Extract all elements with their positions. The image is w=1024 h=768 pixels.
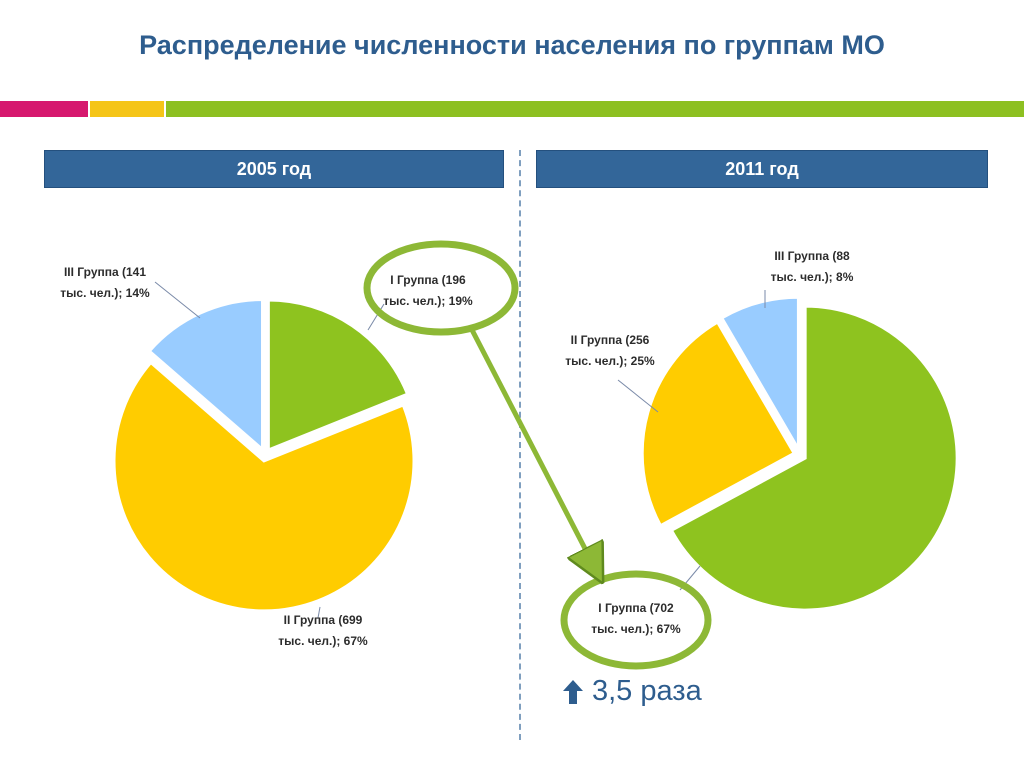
- pie-2011-label-group3: III Группа (88 тыс. чел.); 8%: [770, 249, 854, 284]
- pie-2005-label-group3: III Группа (141 тыс. чел.); 14%: [60, 265, 150, 300]
- pie-2011-slice-group1: [669, 304, 959, 612]
- pie-2011-label-group2: II Группа (256 тыс. чел.); 25%: [565, 333, 655, 368]
- pie-2011-slice-group2: [640, 320, 797, 528]
- pie-2005: [112, 298, 416, 613]
- growth-note-text: 3,5 раза: [592, 675, 702, 707]
- highlight-ellipse-2005-group1: [363, 240, 519, 336]
- stripe-green: [166, 101, 1024, 117]
- highlight-ellipse-2011-group1: [560, 570, 712, 670]
- pie-2011-slice-group3: [719, 295, 800, 455]
- pie-2005-label-group2: II Группа (699 тыс. чел.); 67%: [278, 613, 368, 648]
- pie-2005-slice-group3: [147, 298, 265, 453]
- arrow-up-icon: [563, 679, 583, 704]
- pie-2011-label-group1: I Группа (702 тыс. чел.); 67%: [591, 601, 681, 636]
- page-title: Распределение численности населения по г…: [139, 30, 885, 60]
- pie-2005-slice-group2: [112, 360, 416, 613]
- connector-arrow: [467, 324, 594, 566]
- leader-line-2005-group1: [367, 303, 385, 331]
- stripe-yellow: [90, 101, 164, 117]
- panel-header-2011: 2011 год: [536, 150, 988, 188]
- panel-divider: [519, 150, 521, 740]
- panel-header-2005: 2005 год: [44, 150, 504, 188]
- pie-2011: [640, 295, 959, 612]
- pie-2005-label-group1: I Группа (196 тыс. чел.); 19%: [383, 273, 473, 308]
- leader-line-2011-group2: [617, 379, 659, 413]
- leader-line-2005-group2: [317, 606, 321, 619]
- leader-line-2005-group3: [154, 281, 201, 319]
- stripe-pink: [0, 101, 88, 117]
- growth-note: 3,5 раза: [562, 675, 702, 708]
- pie-2005-slice-group1: [266, 298, 410, 453]
